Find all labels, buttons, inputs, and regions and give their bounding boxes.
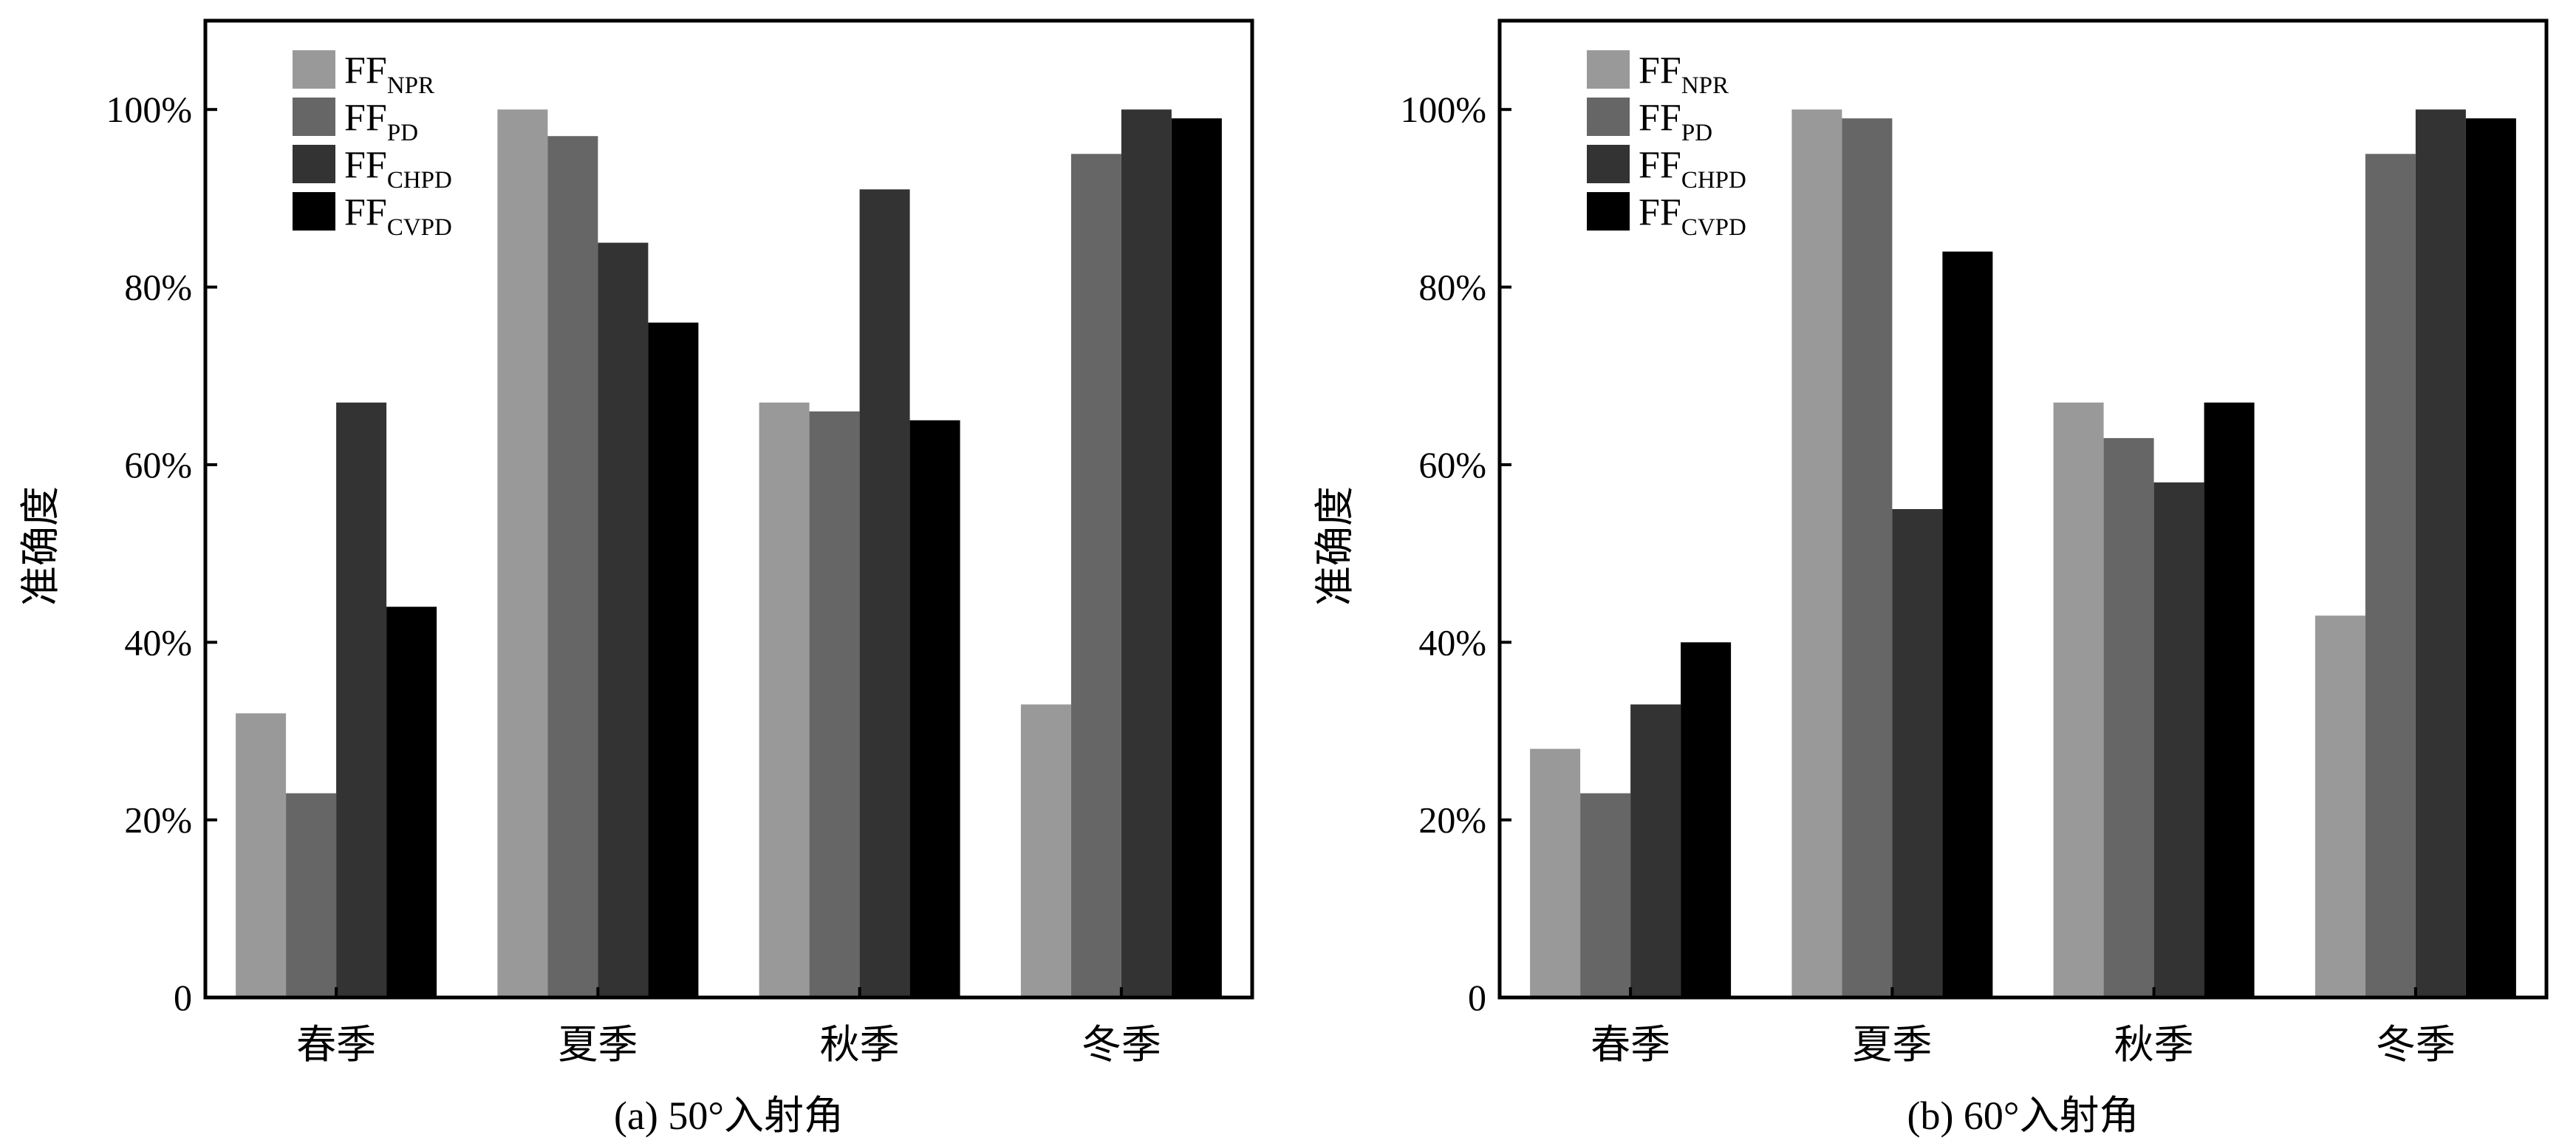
bar-chpd-4	[2415, 109, 2466, 998]
y-tick-label: 100%	[106, 89, 192, 130]
y-tick-label: 100%	[1400, 89, 1486, 130]
bar-pd-4	[2365, 154, 2416, 997]
bar-cvpd-3	[2204, 402, 2255, 997]
bar-npr-3	[759, 402, 810, 997]
legend-swatch	[293, 145, 335, 183]
legend-swatch	[293, 192, 335, 231]
bar-cvpd-1	[1681, 642, 1732, 997]
y-tick-label: 80%	[1418, 267, 1486, 308]
bar-npr-2	[1791, 109, 1842, 998]
legend-label: FFPD	[1639, 97, 1712, 146]
x-tick-label: 春季	[296, 1023, 376, 1067]
y-tick-label: 20%	[124, 799, 192, 841]
bar-chpd-2	[598, 242, 649, 997]
y-tick-label: 0	[174, 977, 192, 1018]
bar-chpd-1	[1630, 704, 1681, 997]
x-tick-label: 冬季	[1082, 1023, 1161, 1067]
legend-swatch	[1587, 50, 1630, 89]
y-tick-label: 40%	[124, 621, 192, 663]
bar-cvpd-2	[1942, 251, 1993, 997]
chart-b: 0 20% 40% 60% 80% 100% 春季 夏季 秋季 冬季 准确度 (b) 60°入射角 FF…	[1313, 18, 2549, 1138]
y-axis-label: 准确度	[1313, 486, 1357, 606]
bar-cvpd-4	[2465, 118, 2516, 998]
bar-cvpd-3	[909, 420, 960, 997]
y-tick-label: 60%	[124, 444, 192, 485]
legend-label: FFCHPD	[344, 144, 452, 194]
bar-npr-2	[497, 109, 548, 998]
x-tick-label: 冬季	[2376, 1023, 2456, 1067]
bar-pd-1	[286, 793, 337, 997]
bar-chpd-2	[1892, 509, 1943, 997]
legend-swatch	[293, 50, 335, 89]
legend-swatch	[293, 98, 335, 136]
y-tick-label: 40%	[1418, 621, 1486, 663]
x-tick-label: 夏季	[558, 1023, 638, 1067]
bar-npr-3	[2053, 402, 2104, 997]
y-tick-label: 80%	[124, 267, 192, 308]
legend-swatch	[1587, 192, 1630, 231]
legend-label: FFNPR	[1639, 50, 1729, 99]
x-tick-label: 秋季	[820, 1023, 900, 1067]
bar-pd-3	[2103, 437, 2154, 997]
bar-chpd-3	[859, 189, 910, 997]
bar-npr-1	[1530, 748, 1581, 997]
bar-pd-1	[1580, 793, 1631, 997]
bar-npr-1	[236, 713, 287, 997]
bar-chpd-3	[2153, 482, 2204, 997]
y-tick-label: 60%	[1418, 444, 1486, 485]
y-axis-label: 准确度	[18, 486, 63, 606]
bar-npr-4	[2314, 615, 2365, 997]
bar-pd-2	[1842, 118, 1893, 998]
bar-cvpd-1	[386, 607, 437, 997]
legend-label: FFCHPD	[1639, 144, 1746, 194]
chart-a: 0 20% 40% 60% 80% 100% 春季 夏季 秋季 冬季 准确度 (a) 50°入射角 FF…	[18, 18, 1254, 1138]
bar-chpd-4	[1121, 109, 1172, 998]
x-tick-label: 秋季	[2114, 1023, 2194, 1067]
bar-pd-3	[809, 411, 860, 997]
bar-npr-4	[1020, 704, 1071, 997]
bar-chpd-1	[336, 402, 387, 997]
bar-pd-4	[1070, 154, 1121, 997]
y-tick-label: 20%	[1418, 799, 1486, 841]
plot-frame	[1497, 18, 2549, 1000]
plot-frame	[203, 18, 1254, 1000]
chart-caption: (b) 60°入射角	[1907, 1094, 2139, 1138]
chart-caption: (a) 50°入射角	[614, 1094, 844, 1138]
legend-label: FFPD	[344, 97, 418, 146]
legend-label: FFNPR	[344, 50, 434, 99]
legend-swatch	[1587, 145, 1630, 183]
x-tick-label: 夏季	[1852, 1023, 1932, 1067]
legend-label: FFCVPD	[344, 191, 452, 241]
y-tick-label: 0	[1468, 977, 1486, 1018]
legend-label: FFCVPD	[1639, 191, 1746, 241]
bar-cvpd-4	[1171, 118, 1222, 998]
bar-cvpd-2	[648, 322, 699, 998]
legend-swatch	[1587, 98, 1630, 136]
bar-pd-2	[547, 136, 598, 998]
x-tick-label: 春季	[1591, 1023, 1670, 1067]
